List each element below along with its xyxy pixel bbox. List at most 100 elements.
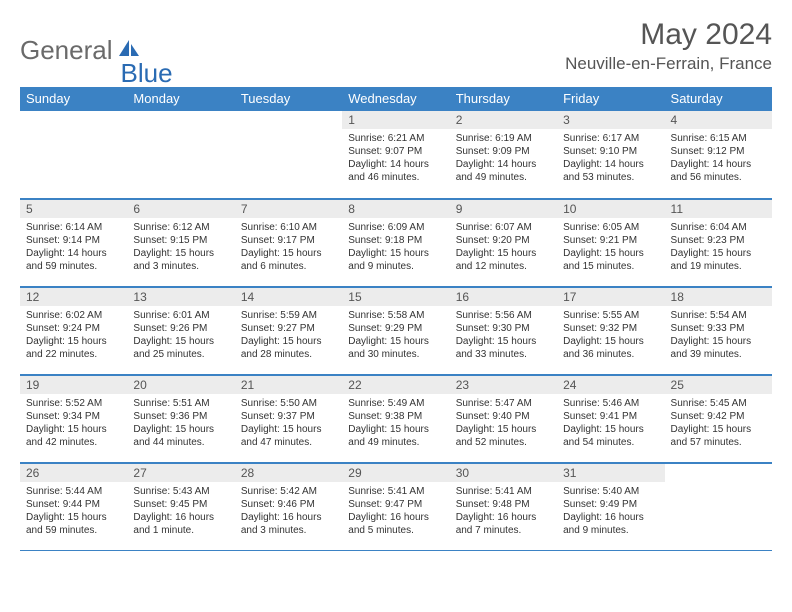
calendar-day-cell: 29Sunrise: 5:41 AMSunset: 9:47 PMDayligh… bbox=[342, 462, 449, 550]
header-row: General Blue May 2024 Neuville-en-Ferrai… bbox=[20, 18, 772, 77]
sunset-line: Sunset: 9:34 PM bbox=[26, 410, 121, 423]
sunrise-line: Sunrise: 5:56 AM bbox=[456, 309, 551, 322]
day-number-empty bbox=[20, 110, 127, 129]
sunrise-line: Sunrise: 6:12 AM bbox=[133, 221, 228, 234]
daylight-line: Daylight: 16 hours and 7 minutes. bbox=[456, 511, 551, 537]
day-number: 30 bbox=[450, 463, 557, 482]
calendar-body: 1Sunrise: 6:21 AMSunset: 9:07 PMDaylight… bbox=[20, 110, 772, 550]
day-number: 31 bbox=[557, 463, 664, 482]
day-number-empty bbox=[665, 463, 772, 482]
calendar-page: General Blue May 2024 Neuville-en-Ferrai… bbox=[0, 0, 792, 551]
sunset-line: Sunset: 9:49 PM bbox=[563, 498, 658, 511]
calendar-day-cell: 3Sunrise: 6:17 AMSunset: 9:10 PMDaylight… bbox=[557, 110, 664, 198]
daylight-line: Daylight: 14 hours and 53 minutes. bbox=[563, 158, 658, 184]
sunrise-line: Sunrise: 5:41 AM bbox=[456, 485, 551, 498]
day-details: Sunrise: 6:09 AMSunset: 9:18 PMDaylight:… bbox=[342, 218, 449, 276]
day-number: 24 bbox=[557, 375, 664, 394]
day-number: 17 bbox=[557, 287, 664, 306]
day-number: 19 bbox=[20, 375, 127, 394]
calendar-week-row: 19 Sunrise: 5:52 AMSunset: 9:34 PM Dayligh… bbox=[20, 374, 772, 462]
calendar-day-cell: 18Sunrise: 5:54 AMSunset: 9:33 PMDayligh… bbox=[665, 286, 772, 374]
calendar-day-cell: 27Sunrise: 5:43 AMSunset: 9:45 PMDayligh… bbox=[127, 462, 234, 550]
daylight-line: Daylight: 15 hours and 9 minutes. bbox=[348, 247, 443, 273]
calendar-day-cell: 28Sunrise: 5:42 AMSunset: 9:46 PMDayligh… bbox=[235, 462, 342, 550]
calendar-day-cell: 21Sunrise: 5:50 AMSunset: 9:37 PMDayligh… bbox=[235, 374, 342, 462]
daylight-line: Daylight: 15 hours and 39 minutes. bbox=[671, 335, 766, 361]
sunrise-line: Sunrise: 6:15 AM bbox=[671, 132, 766, 145]
sunset-line: Sunset: 9:38 PM bbox=[348, 410, 443, 423]
daylight-line: Daylight: 15 hours and 12 minutes. bbox=[456, 247, 551, 273]
day-details: Sunrise: 6:19 AMSunset: 9:09 PMDaylight:… bbox=[450, 129, 557, 187]
sunset-line: Sunset: 9:21 PM bbox=[563, 234, 658, 247]
daylight-line: Daylight: 14 hours and 56 minutes. bbox=[671, 158, 766, 184]
daylight-line: Daylight: 15 hours and 19 minutes. bbox=[671, 247, 766, 273]
sunset-line: Sunset: 9:47 PM bbox=[348, 498, 443, 511]
day-number: 21 bbox=[235, 375, 342, 394]
sunset-line: Sunset: 9:23 PM bbox=[671, 234, 766, 247]
sunrise-line: Sunrise: 6:09 AM bbox=[348, 221, 443, 234]
day-number: 27 bbox=[127, 463, 234, 482]
day-details: Sunrise: 5:41 AMSunset: 9:47 PMDaylight:… bbox=[342, 482, 449, 540]
calendar-day-cell: 12Sunrise: 6:02 AMSunset: 9:24 PMDayligh… bbox=[20, 286, 127, 374]
daylight-line: Daylight: 14 hours and 46 minutes. bbox=[348, 158, 443, 184]
sunrise-line: Sunrise: 5:50 AM bbox=[241, 397, 336, 410]
calendar-week-row: 26Sunrise: 5:44 AMSunset: 9:44 PMDayligh… bbox=[20, 462, 772, 550]
weekday-header: Saturday bbox=[665, 87, 772, 110]
day-details: Sunrise: 6:12 AMSunset: 9:15 PMDaylight:… bbox=[127, 218, 234, 276]
day-details: Sunrise: 5:41 AMSunset: 9:48 PMDaylight:… bbox=[450, 482, 557, 540]
weekday-header-row: Sunday Monday Tuesday Wednesday Thursday… bbox=[20, 87, 772, 110]
calendar-day-cell: 20Sunrise: 5:51 AMSunset: 9:36 PMDayligh… bbox=[127, 374, 234, 462]
calendar-day-cell: 1Sunrise: 6:21 AMSunset: 9:07 PMDaylight… bbox=[342, 110, 449, 198]
day-number: 5 bbox=[20, 199, 127, 218]
sunrise-line: Sunrise: 5:42 AM bbox=[241, 485, 336, 498]
sunset-line: Sunset: 9:42 PM bbox=[671, 410, 766, 423]
sunrise-line: Sunrise: 6:04 AM bbox=[671, 221, 766, 234]
day-number: 29 bbox=[342, 463, 449, 482]
sunset-line: Sunset: 9:30 PM bbox=[456, 322, 551, 335]
calendar-day-cell: 7Sunrise: 6:10 AMSunset: 9:17 PMDaylight… bbox=[235, 198, 342, 286]
day-details: Sunrise: 5:50 AMSunset: 9:37 PMDaylight:… bbox=[235, 394, 342, 452]
calendar-day-cell: 6Sunrise: 6:12 AMSunset: 9:15 PMDaylight… bbox=[127, 198, 234, 286]
daylight-line: Daylight: 15 hours and 33 minutes. bbox=[456, 335, 551, 361]
sunrise-line: Sunrise: 6:21 AM bbox=[348, 132, 443, 145]
calendar-day-cell: 8Sunrise: 6:09 AMSunset: 9:18 PMDaylight… bbox=[342, 198, 449, 286]
day-number: 13 bbox=[127, 287, 234, 306]
sunrise-line: Sunrise: 5:47 AM bbox=[456, 397, 551, 410]
sunrise-line: Sunrise: 5:49 AM bbox=[348, 397, 443, 410]
daylight-line: Daylight: 15 hours and 59 minutes. bbox=[26, 511, 121, 537]
month-title: May 2024 bbox=[565, 18, 772, 52]
sunset-line: Sunset: 9:15 PM bbox=[133, 234, 228, 247]
day-number: 28 bbox=[235, 463, 342, 482]
day-details: Sunrise: 5:46 AMSunset: 9:41 PMDaylight:… bbox=[557, 394, 664, 452]
calendar-day-cell: 19Sunrise: 5:52 AMSunset: 9:34 PMDayligh… bbox=[20, 374, 127, 462]
day-number: 1 bbox=[342, 110, 449, 129]
daylight-line: Daylight: 16 hours and 1 minute. bbox=[133, 511, 228, 537]
day-number: 10 bbox=[557, 199, 664, 218]
calendar-day-cell: 26Sunrise: 5:44 AMSunset: 9:44 PMDayligh… bbox=[20, 462, 127, 550]
calendar-day-cell bbox=[665, 462, 772, 550]
day-details: Sunrise: 5:58 AMSunset: 9:29 PMDaylight:… bbox=[342, 306, 449, 364]
day-number: 9 bbox=[450, 199, 557, 218]
day-number: 25 bbox=[665, 375, 772, 394]
day-details: Sunrise: 6:05 AMSunset: 9:21 PMDaylight:… bbox=[557, 218, 664, 276]
day-number: 22 bbox=[342, 375, 449, 394]
day-details: Sunrise: 5:54 AMSunset: 9:33 PMDaylight:… bbox=[665, 306, 772, 364]
day-details: Sunrise: 6:17 AMSunset: 9:10 PMDaylight:… bbox=[557, 129, 664, 187]
daylight-line: Daylight: 15 hours and 44 minutes. bbox=[133, 423, 228, 449]
day-details: Sunrise: 5:42 AMSunset: 9:46 PMDaylight:… bbox=[235, 482, 342, 540]
daylight-line: Daylight: 15 hours and 25 minutes. bbox=[133, 335, 228, 361]
weekday-header: Monday bbox=[127, 87, 234, 110]
sunset-line: Sunset: 9:32 PM bbox=[563, 322, 658, 335]
daylight-line: Daylight: 15 hours and 30 minutes. bbox=[348, 335, 443, 361]
daylight-line: Daylight: 15 hours and 49 minutes. bbox=[348, 423, 443, 449]
daylight-line: Daylight: 15 hours and 15 minutes. bbox=[563, 247, 658, 273]
sunrise-line: Sunrise: 5:44 AM bbox=[26, 485, 121, 498]
sunset-line: Sunset: 9:26 PM bbox=[133, 322, 228, 335]
sunrise-line: Sunrise: 6:14 AM bbox=[26, 221, 121, 234]
sunset-line: Sunset: 9:46 PM bbox=[241, 498, 336, 511]
day-details: Sunrise: 6:15 AMSunset: 9:12 PMDaylight:… bbox=[665, 129, 772, 187]
sunrise-line: Sunrise: 5:52 AM bbox=[26, 397, 121, 410]
sunset-line: Sunset: 9:29 PM bbox=[348, 322, 443, 335]
day-details: Sunrise: 5:56 AMSunset: 9:30 PMDaylight:… bbox=[450, 306, 557, 364]
sunset-line: Sunset: 9:17 PM bbox=[241, 234, 336, 247]
